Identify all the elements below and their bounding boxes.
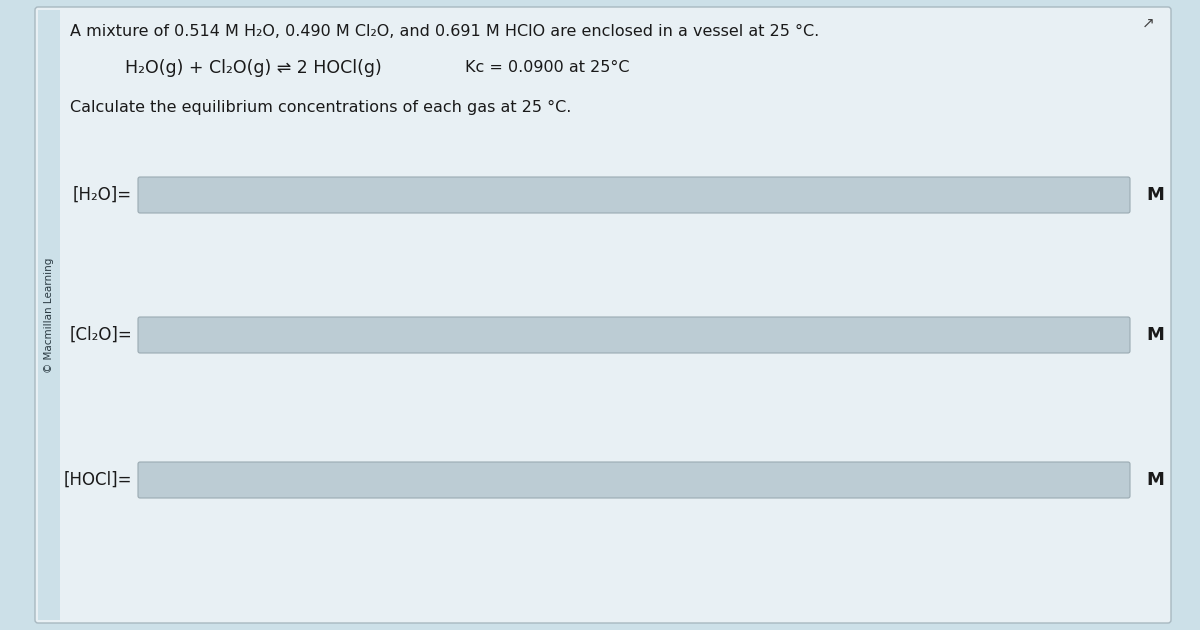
Text: A mixture of 0.514 M H₂O, 0.490 M Cl₂O, and 0.691 M HClO are enclosed in a vesse: A mixture of 0.514 M H₂O, 0.490 M Cl₂O, …	[70, 25, 820, 40]
Text: [HOCl]=: [HOCl]=	[64, 471, 132, 489]
Text: M: M	[1146, 186, 1164, 204]
FancyBboxPatch shape	[138, 462, 1130, 498]
Text: [Cl₂O]=: [Cl₂O]=	[70, 326, 132, 344]
Text: Calculate the equilibrium concentrations of each gas at 25 °C.: Calculate the equilibrium concentrations…	[70, 100, 571, 115]
Text: [H₂O]=: [H₂O]=	[73, 186, 132, 204]
FancyBboxPatch shape	[138, 177, 1130, 213]
FancyBboxPatch shape	[35, 7, 1171, 623]
Text: ↗: ↗	[1141, 16, 1154, 30]
Text: H₂O(g) + Cl₂O(g) ⇌ 2 HOCl(g): H₂O(g) + Cl₂O(g) ⇌ 2 HOCl(g)	[125, 59, 382, 77]
Text: Kᴄ = 0.0900 at 25°C: Kᴄ = 0.0900 at 25°C	[466, 60, 630, 76]
Text: M: M	[1146, 471, 1164, 489]
Text: M: M	[1146, 326, 1164, 344]
Bar	[38, 10, 60, 620]
Text: © Macmillan Learning: © Macmillan Learning	[44, 257, 54, 373]
FancyBboxPatch shape	[138, 317, 1130, 353]
